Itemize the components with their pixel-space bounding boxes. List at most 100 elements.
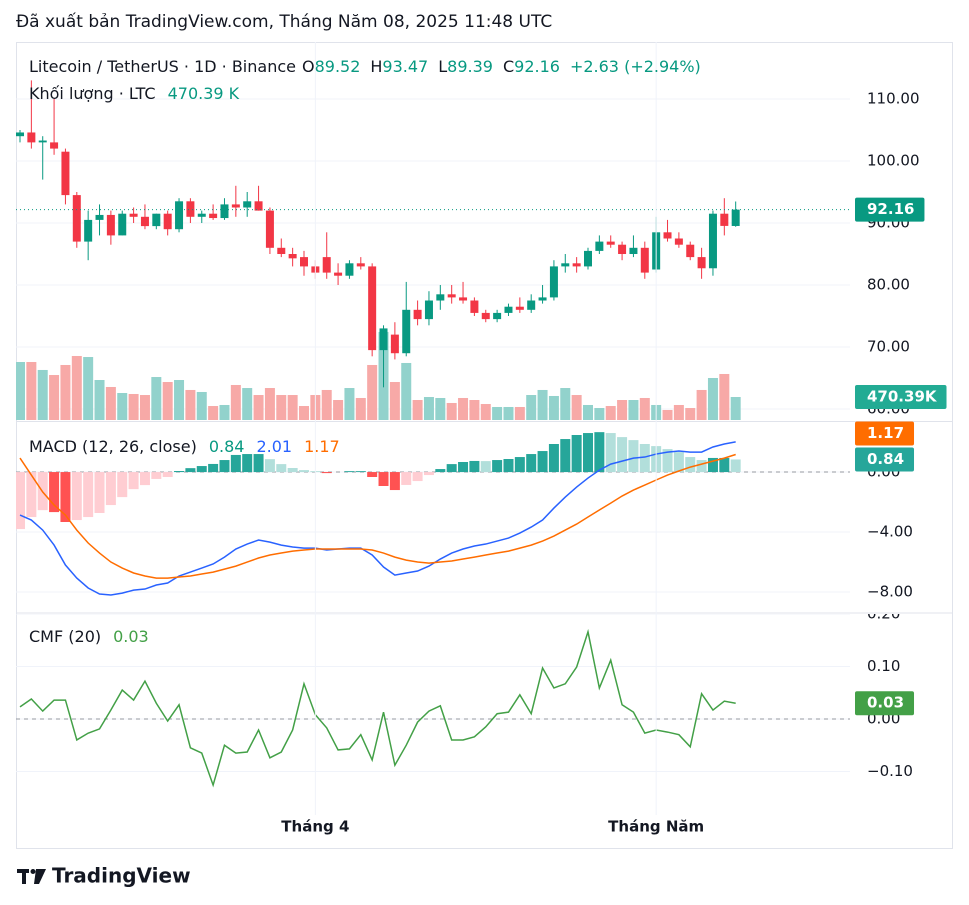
histogram-bar	[696, 460, 707, 473]
volume-bar	[299, 406, 309, 420]
volume-bar	[60, 364, 71, 420]
histogram-bar	[401, 472, 412, 485]
volume-bar	[185, 389, 196, 420]
chart-border	[16, 42, 953, 849]
cmf-line	[19, 628, 736, 788]
y-tick-label: 110.00	[867, 89, 920, 107]
volume-bar	[537, 389, 548, 420]
volume-bar	[628, 399, 639, 420]
histogram-bar	[719, 457, 730, 473]
candle-body	[447, 294, 456, 298]
volume-bar	[389, 382, 400, 420]
candle-body	[288, 254, 297, 259]
candle-body	[368, 266, 377, 351]
candle-body	[459, 297, 468, 301]
volume-bar	[594, 408, 605, 420]
y-tick-label: −8.00	[867, 583, 913, 601]
volume-bar	[469, 399, 480, 420]
candle-body	[27, 132, 36, 143]
candle-body	[209, 213, 218, 219]
histogram-bar	[230, 454, 241, 473]
volume-bar	[321, 389, 332, 420]
volume-bar	[605, 406, 616, 420]
ohlc-close: C92.16	[503, 57, 560, 76]
volume-bar	[480, 404, 491, 420]
candle-body	[163, 213, 172, 230]
histogram-bar	[128, 472, 139, 490]
histogram-bar	[276, 464, 287, 473]
volume-bar	[253, 395, 264, 420]
histogram-bar	[628, 440, 639, 473]
ohlc-high: H93.47	[370, 57, 428, 76]
signal-line	[19, 453, 736, 579]
candle-body	[277, 247, 286, 255]
candle-body	[481, 312, 490, 320]
candle-body	[106, 214, 115, 236]
histogram-bar	[26, 472, 37, 518]
volume-bar	[355, 397, 366, 420]
candle-body	[697, 257, 706, 269]
volume-bar	[730, 396, 741, 420]
badge-label: 0.03	[867, 694, 904, 712]
volume-bar	[673, 404, 684, 420]
histogram-bar	[526, 454, 537, 473]
y-tick-label: 70.00	[867, 338, 910, 356]
x-tick-label: Tháng Năm	[608, 818, 704, 836]
volume-bar	[492, 406, 503, 420]
y-tick-label: 100.00	[867, 151, 920, 169]
candle-body	[61, 151, 70, 196]
histogram-bar	[435, 469, 446, 473]
volume-bar	[458, 397, 469, 420]
candle-body	[708, 213, 717, 269]
candle-body	[118, 213, 127, 236]
price-badge: 92.16	[855, 197, 925, 222]
candle-body	[720, 213, 729, 226]
candle-body	[84, 219, 93, 242]
volume-bar	[151, 377, 162, 420]
volume-bar	[49, 375, 60, 420]
macd-pane: −8.00−4.000.00	[16, 432, 913, 601]
candle-body	[538, 297, 547, 301]
histogram-bar	[185, 468, 196, 473]
histogram-bar	[174, 471, 185, 473]
value: 92.16	[514, 57, 560, 76]
histogram-bar	[16, 472, 25, 530]
volume-bar	[26, 362, 37, 420]
histogram-badge: 0.84	[855, 447, 915, 472]
histogram-bar	[480, 461, 491, 473]
histogram-bar	[685, 457, 696, 473]
volume-value: 470.39 K	[167, 84, 240, 103]
volume-bar	[719, 373, 730, 420]
volume-bar	[219, 404, 230, 420]
histogram-bar	[287, 468, 298, 473]
ohlc-open: O89.52	[302, 57, 360, 76]
histogram-bar	[105, 472, 116, 506]
histogram-bar	[594, 432, 605, 473]
candle-body	[629, 247, 638, 255]
histogram-bar	[208, 463, 219, 473]
volume-bar	[685, 408, 696, 420]
histogram-bar	[321, 472, 332, 474]
volume-bar	[435, 397, 446, 420]
histogram-bar	[514, 457, 525, 473]
change: +2.63 (+2.94%)	[569, 57, 701, 76]
volume-bar	[639, 397, 650, 420]
candle-body	[504, 306, 513, 313]
candle-body	[424, 300, 433, 320]
symbol-title: Litecoin / TetherUS · 1D · Binance	[29, 57, 296, 76]
candle-body	[95, 214, 104, 220]
macd-line	[19, 441, 736, 596]
candle-body	[379, 328, 388, 351]
macd-title: MACD (12, 26, close)	[29, 437, 197, 456]
volume-bar	[560, 388, 571, 420]
histogram-bar	[117, 472, 128, 498]
histogram-bar	[560, 439, 571, 473]
histogram-bar	[503, 459, 514, 473]
y-tick-label: 80.00	[867, 276, 910, 294]
candle-body	[197, 213, 206, 217]
volume-bar	[139, 395, 150, 420]
candle-body	[72, 195, 81, 242]
candle-body	[663, 232, 672, 239]
histogram-bar	[49, 472, 60, 513]
y-tick-label: 0.10	[867, 657, 900, 675]
